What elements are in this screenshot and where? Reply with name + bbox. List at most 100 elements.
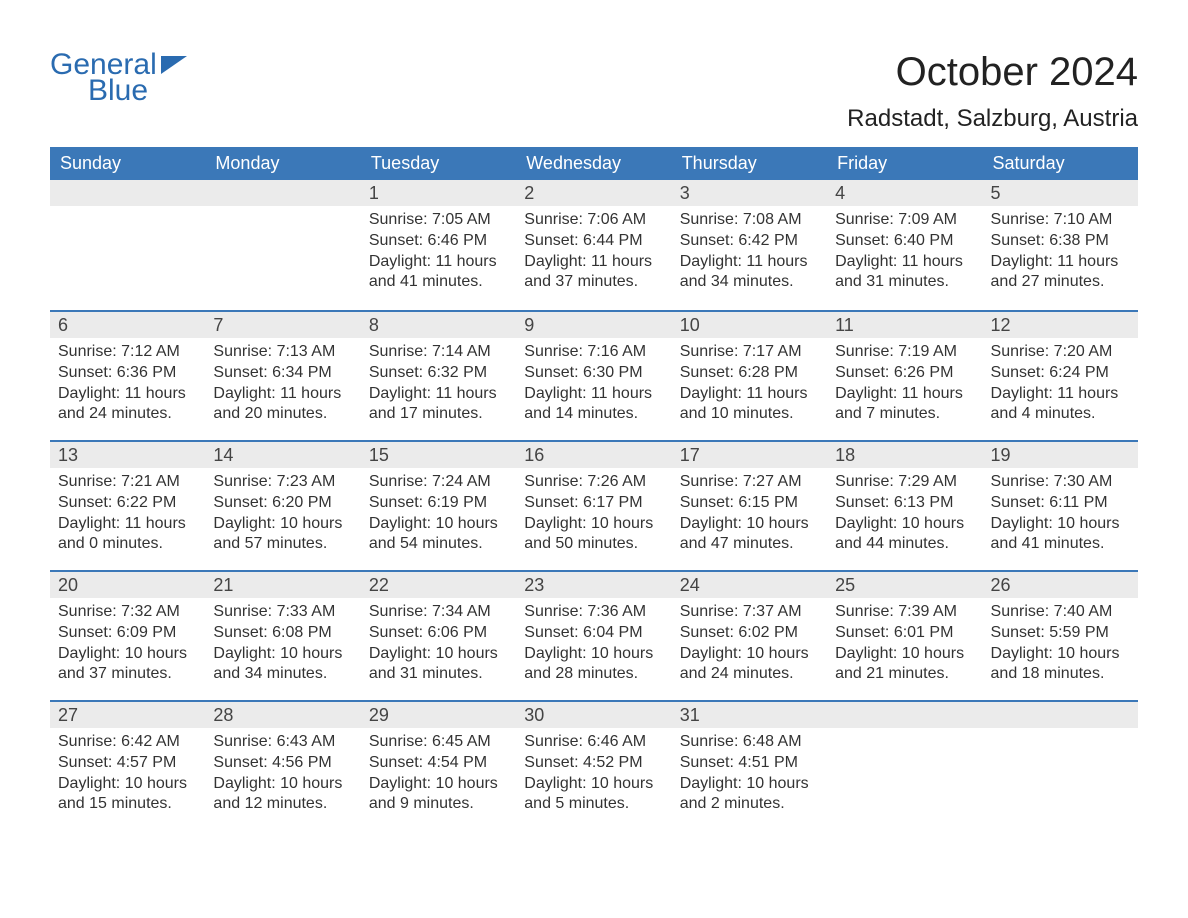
daylight1-text: Daylight: 11 hours <box>213 384 352 405</box>
daylight2-text: and 10 minutes. <box>680 404 819 425</box>
day-number: 8 <box>361 312 516 338</box>
day-number: 24 <box>672 572 827 598</box>
daylight1-text: Daylight: 10 hours <box>835 644 974 665</box>
cell-body <box>827 728 982 742</box>
sunrise-text: Sunrise: 7:10 AM <box>991 210 1130 231</box>
daylight2-text: and 34 minutes. <box>680 272 819 293</box>
day-number: 19 <box>983 442 1138 468</box>
calendar-cell <box>205 180 360 310</box>
calendar-cell: 4Sunrise: 7:09 AMSunset: 6:40 PMDaylight… <box>827 180 982 310</box>
calendar-cell: 22Sunrise: 7:34 AMSunset: 6:06 PMDayligh… <box>361 572 516 700</box>
sunset-text: Sunset: 6:42 PM <box>680 231 819 252</box>
daylight2-text: and 17 minutes. <box>369 404 508 425</box>
daylight1-text: Daylight: 11 hours <box>835 384 974 405</box>
daylight2-text: and 31 minutes. <box>835 272 974 293</box>
sunrise-text: Sunrise: 7:24 AM <box>369 472 508 493</box>
daylight1-text: Daylight: 10 hours <box>524 514 663 535</box>
logo-triangle-icon <box>161 56 187 74</box>
sunset-text: Sunset: 6:11 PM <box>991 493 1130 514</box>
calendar-cell: 16Sunrise: 7:26 AMSunset: 6:17 PMDayligh… <box>516 442 671 570</box>
day-number: 1 <box>361 180 516 206</box>
day-number: 27 <box>50 702 205 728</box>
sunrise-text: Sunrise: 7:05 AM <box>369 210 508 231</box>
sunrise-text: Sunrise: 7:34 AM <box>369 602 508 623</box>
daylight1-text: Daylight: 10 hours <box>991 514 1130 535</box>
daylight2-text: and 34 minutes. <box>213 664 352 685</box>
sunset-text: Sunset: 4:51 PM <box>680 753 819 774</box>
cell-body: Sunrise: 7:33 AMSunset: 6:08 PMDaylight:… <box>205 598 360 695</box>
sunrise-text: Sunrise: 7:37 AM <box>680 602 819 623</box>
daylight1-text: Daylight: 10 hours <box>991 644 1130 665</box>
cell-body: Sunrise: 7:34 AMSunset: 6:06 PMDaylight:… <box>361 598 516 695</box>
daylight2-text: and 44 minutes. <box>835 534 974 555</box>
daylight2-text: and 4 minutes. <box>991 404 1130 425</box>
cell-body: Sunrise: 7:12 AMSunset: 6:36 PMDaylight:… <box>50 338 205 435</box>
day-number: 28 <box>205 702 360 728</box>
sunrise-text: Sunrise: 6:46 AM <box>524 732 663 753</box>
sunrise-text: Sunrise: 7:29 AM <box>835 472 974 493</box>
sunrise-text: Sunrise: 6:42 AM <box>58 732 197 753</box>
daylight2-text: and 37 minutes. <box>58 664 197 685</box>
calendar-cell: 29Sunrise: 6:45 AMSunset: 4:54 PMDayligh… <box>361 702 516 830</box>
day-number: 14 <box>205 442 360 468</box>
daylight2-text: and 57 minutes. <box>213 534 352 555</box>
sunset-text: Sunset: 6:20 PM <box>213 493 352 514</box>
calendar-cell: 27Sunrise: 6:42 AMSunset: 4:57 PMDayligh… <box>50 702 205 830</box>
daylight1-text: Daylight: 10 hours <box>213 514 352 535</box>
daylight1-text: Daylight: 10 hours <box>58 774 197 795</box>
calendar-cell: 10Sunrise: 7:17 AMSunset: 6:28 PMDayligh… <box>672 312 827 440</box>
day-number: 13 <box>50 442 205 468</box>
calendar-cell: 17Sunrise: 7:27 AMSunset: 6:15 PMDayligh… <box>672 442 827 570</box>
sunrise-text: Sunrise: 7:27 AM <box>680 472 819 493</box>
daylight2-text: and 12 minutes. <box>213 794 352 815</box>
daylight2-text: and 28 minutes. <box>524 664 663 685</box>
cell-body: Sunrise: 7:17 AMSunset: 6:28 PMDaylight:… <box>672 338 827 435</box>
daylight1-text: Daylight: 11 hours <box>835 252 974 273</box>
daylight2-text: and 37 minutes. <box>524 272 663 293</box>
calendar-cell: 12Sunrise: 7:20 AMSunset: 6:24 PMDayligh… <box>983 312 1138 440</box>
cell-body: Sunrise: 7:39 AMSunset: 6:01 PMDaylight:… <box>827 598 982 695</box>
day-number: 22 <box>361 572 516 598</box>
daylight1-text: Daylight: 10 hours <box>680 644 819 665</box>
daylight1-text: Daylight: 10 hours <box>680 774 819 795</box>
sunset-text: Sunset: 6:17 PM <box>524 493 663 514</box>
calendar-cell: 11Sunrise: 7:19 AMSunset: 6:26 PMDayligh… <box>827 312 982 440</box>
day-number: 11 <box>827 312 982 338</box>
daylight1-text: Daylight: 10 hours <box>524 644 663 665</box>
calendar-cell: 23Sunrise: 7:36 AMSunset: 6:04 PMDayligh… <box>516 572 671 700</box>
daylight2-text: and 7 minutes. <box>835 404 974 425</box>
day-number: 4 <box>827 180 982 206</box>
logo-text: General Blue <box>50 50 157 106</box>
calendar-cell: 14Sunrise: 7:23 AMSunset: 6:20 PMDayligh… <box>205 442 360 570</box>
day-header-friday: Friday <box>827 147 982 180</box>
cell-body: Sunrise: 7:06 AMSunset: 6:44 PMDaylight:… <box>516 206 671 303</box>
sunset-text: Sunset: 6:02 PM <box>680 623 819 644</box>
daylight2-text: and 21 minutes. <box>835 664 974 685</box>
daylight1-text: Daylight: 10 hours <box>58 644 197 665</box>
daylight1-text: Daylight: 11 hours <box>991 252 1130 273</box>
daylight1-text: Daylight: 10 hours <box>835 514 974 535</box>
calendar-cell: 21Sunrise: 7:33 AMSunset: 6:08 PMDayligh… <box>205 572 360 700</box>
sunset-text: Sunset: 6:13 PM <box>835 493 974 514</box>
day-number: 18 <box>827 442 982 468</box>
calendar-cell: 6Sunrise: 7:12 AMSunset: 6:36 PMDaylight… <box>50 312 205 440</box>
daylight1-text: Daylight: 10 hours <box>680 514 819 535</box>
sunset-text: Sunset: 6:06 PM <box>369 623 508 644</box>
week-row: 1Sunrise: 7:05 AMSunset: 6:46 PMDaylight… <box>50 180 1138 310</box>
daylight2-text: and 14 minutes. <box>524 404 663 425</box>
calendar-cell <box>827 702 982 830</box>
cell-body: Sunrise: 7:21 AMSunset: 6:22 PMDaylight:… <box>50 468 205 565</box>
cell-body: Sunrise: 6:48 AMSunset: 4:51 PMDaylight:… <box>672 728 827 825</box>
cell-body <box>205 206 360 220</box>
sunset-text: Sunset: 5:59 PM <box>991 623 1130 644</box>
day-number <box>827 702 982 728</box>
sunset-text: Sunset: 6:15 PM <box>680 493 819 514</box>
sunrise-text: Sunrise: 7:19 AM <box>835 342 974 363</box>
daylight2-text: and 0 minutes. <box>58 534 197 555</box>
day-number: 23 <box>516 572 671 598</box>
sunrise-text: Sunrise: 7:30 AM <box>991 472 1130 493</box>
weeks-container: 1Sunrise: 7:05 AMSunset: 6:46 PMDaylight… <box>50 180 1138 830</box>
title-block: October 2024 Radstadt, Salzburg, Austria <box>847 50 1138 133</box>
cell-body: Sunrise: 7:23 AMSunset: 6:20 PMDaylight:… <box>205 468 360 565</box>
daylight1-text: Daylight: 10 hours <box>213 644 352 665</box>
